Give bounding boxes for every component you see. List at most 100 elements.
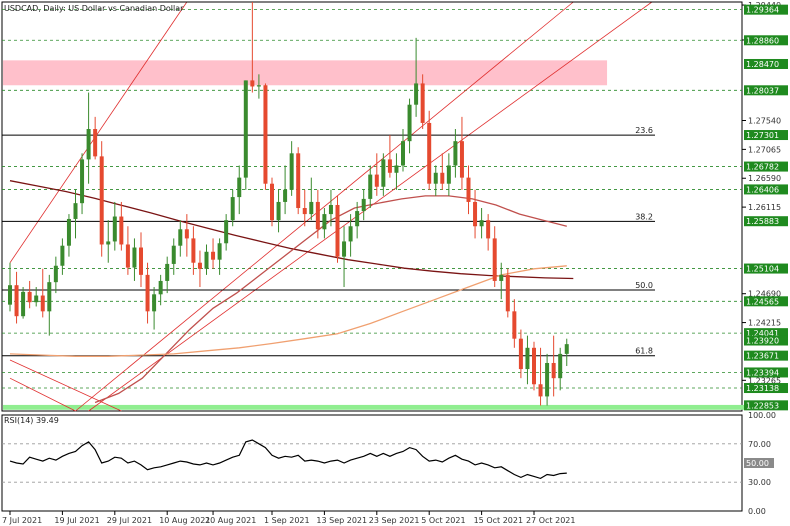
price-tag-bg [744, 367, 788, 378]
price-tag-label: 1.22853 [746, 401, 779, 410]
price-tag-bg [744, 184, 788, 195]
price-tag-label: 1.23920 [746, 337, 779, 346]
candle-body [60, 245, 65, 266]
candle-body [53, 265, 58, 283]
candle-body [211, 251, 216, 260]
candle-body [532, 347, 536, 385]
candle-body [86, 129, 91, 160]
candle-body [558, 353, 563, 379]
x-tick-label: 19 Jul 2021 [54, 516, 99, 525]
price-tag-bg [744, 296, 788, 307]
candle-body [355, 211, 360, 227]
price-tag-label: 1.26782 [746, 163, 779, 172]
candle-body [178, 229, 183, 246]
candle-body [414, 83, 419, 105]
price-tag-label: 1.28470 [746, 60, 779, 69]
fib-label: 0.0 [640, 0, 653, 2]
candle-body [197, 262, 202, 269]
candle-body [40, 295, 45, 312]
trend-line [9, 1, 188, 263]
candle-body [368, 174, 373, 199]
rsi-tick-label: 50.00 [746, 459, 769, 468]
candle-body [93, 129, 98, 157]
rsi-tick-label: 70.00 [748, 440, 771, 449]
candle-body [479, 220, 484, 227]
candle-body [486, 220, 491, 239]
candle-body [250, 80, 255, 87]
candle-body [256, 85, 261, 87]
price-tag-bg [744, 216, 788, 227]
fib-label: 50.0 [635, 281, 653, 290]
candle-body [538, 384, 543, 397]
candle-body [407, 104, 412, 142]
x-tick-label: 29 Jul 2021 [107, 516, 152, 525]
candle-body [276, 201, 281, 221]
price-tag-label: 1.23671 [746, 352, 779, 361]
candle-body [512, 311, 517, 339]
price-tag-bg [744, 4, 788, 15]
candle-body [125, 244, 130, 268]
candle-body [14, 285, 19, 317]
trend-line [9, 377, 76, 412]
candle-body [158, 280, 163, 295]
rsi-panel [1, 414, 743, 512]
x-tick-label: 7 Jul 2021 [2, 516, 42, 525]
x-tick-label: 23 Sep 2021 [369, 516, 420, 525]
price-tag-bg [744, 350, 788, 361]
candle-body [204, 251, 209, 269]
candle-body [492, 238, 497, 281]
chart-title: USDCAD, Daily: US Dollar vs Canadian Dol… [4, 4, 184, 13]
candle-body [342, 241, 347, 257]
candle-body [27, 291, 32, 303]
price-tag-label: 1.27301 [746, 131, 779, 140]
candle-body [446, 165, 451, 184]
price-tag-bg [744, 85, 788, 96]
candle-body [394, 165, 399, 173]
candle-body [66, 218, 71, 246]
candle-body [427, 122, 432, 184]
x-tick-label: 13 Sep 2021 [316, 516, 367, 525]
price-tag-label: 1.26406 [746, 185, 779, 194]
y-tick-label: 1.24215 [748, 319, 781, 328]
zone-support [3, 404, 771, 410]
candle-body [315, 201, 320, 230]
candle-body [545, 362, 550, 397]
x-tick-label: 15 Oct 2021 [474, 516, 523, 525]
zone-resistance [3, 60, 608, 86]
candle-body [420, 83, 425, 123]
candle-body [119, 216, 124, 245]
ma-orange-line [9, 265, 567, 357]
candle-body [499, 274, 504, 281]
price-tag-bg [744, 383, 788, 394]
rsi-current-bg [744, 458, 774, 468]
price-panel: 0.0 23.6 38.2 50.0 61.8 [1, 0, 771, 412]
candle-body [459, 141, 464, 178]
y-tick-label: 1.24690 [748, 290, 781, 299]
candle-body [296, 153, 301, 209]
y-tick-label: 1.27540 [748, 117, 781, 126]
price-tag-label: 1.24565 [746, 297, 779, 306]
candle-body [73, 203, 78, 219]
price-tag-bg [744, 35, 788, 46]
candle-body [145, 274, 150, 312]
rsi-tick-label: 30.00 [748, 478, 771, 487]
candle-body [263, 85, 268, 184]
rsi-frame [1, 414, 743, 512]
candle-body [80, 159, 85, 204]
fib-label: 38.2 [635, 212, 653, 221]
ma-slow-line [9, 180, 574, 280]
candle-body [283, 189, 288, 202]
price-tag-label: 1.28860 [746, 36, 779, 45]
candle-body [21, 291, 26, 317]
price-tag-label: 1.29364 [746, 6, 779, 15]
fib-label: 61.8 [635, 347, 653, 356]
candle-body [165, 263, 170, 281]
candle-body [8, 285, 12, 305]
candle-body [237, 177, 242, 198]
candle-body [289, 153, 294, 190]
price-tag-bg [744, 161, 788, 172]
rsi-tick-label: 0.00 [748, 507, 766, 516]
candle-body [525, 347, 530, 370]
price-tag-label: 1.23138 [746, 384, 779, 393]
